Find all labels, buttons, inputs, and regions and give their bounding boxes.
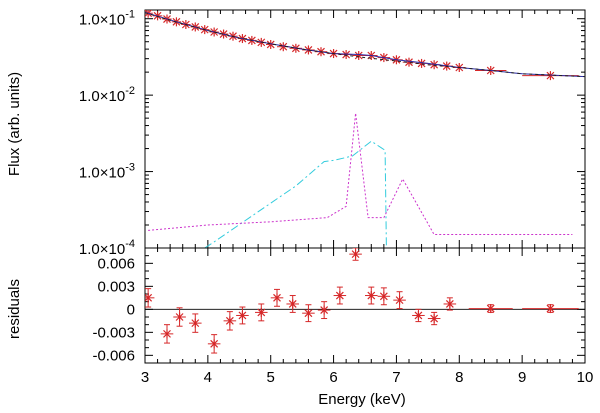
residuals-y-tick-label: -0.003: [92, 324, 135, 341]
data-point: [335, 291, 344, 301]
data-point: [379, 291, 388, 301]
data-point: [546, 71, 555, 81]
residuals-frame: [144, 247, 586, 364]
data-point: [238, 310, 247, 320]
data-point: [414, 310, 423, 320]
x-tick-label: 3: [141, 369, 149, 386]
data-point: [279, 42, 288, 52]
x-tick-label: 4: [204, 369, 212, 386]
residuals-y-axis-label: residuals: [6, 279, 23, 339]
line-component-line: [148, 113, 573, 235]
data-point: [405, 57, 413, 67]
data-point: [546, 304, 555, 314]
data-point: [430, 314, 439, 324]
data-point: [445, 299, 454, 309]
data-point: [145, 293, 153, 303]
data-point: [273, 293, 281, 303]
continuum-component-line: [145, 12, 585, 78]
x-tick-label: 8: [455, 369, 463, 386]
flux-y-tick-label: 1.0×10-1: [79, 9, 135, 29]
data-point: [191, 318, 200, 328]
data-point: [354, 51, 363, 61]
edge-component-line: [204, 140, 387, 248]
x-tick-label: 9: [518, 369, 526, 386]
data-point: [417, 58, 426, 68]
data-point: [266, 39, 275, 49]
data-point: [163, 329, 171, 339]
x-tick-label: 7: [392, 369, 400, 386]
residuals-y-tick-label: 0.006: [97, 255, 135, 272]
x-axis-label: Energy (keV): [318, 391, 406, 408]
flux-series: [145, 10, 585, 248]
flux-panel: 1.0×10-1 1.0×10-2 1.0×10-3 1.0×10-4: [79, 9, 586, 258]
data-point: [175, 312, 184, 322]
data-point: [210, 339, 219, 349]
flux-y-axis-label: Flux (arb. units): [6, 72, 23, 176]
residuals-y-tick-label: 0.003: [97, 278, 135, 295]
flux-y-tick-label: 1.0×10-4: [79, 238, 135, 258]
residuals-panel: 3 4 5 6 7 8 9 10 0.006 0.003 0 -0.003 -0.006: [92, 247, 594, 386]
total-model-line: [145, 11, 585, 78]
data-point: [486, 304, 495, 314]
residuals-y-tick-label: 0: [127, 301, 135, 318]
data-point: [367, 291, 376, 301]
flux-frame: [144, 9, 586, 249]
data-point: [351, 249, 360, 259]
flux-y-tick-label: 1.0×10-2: [79, 85, 135, 105]
data-point: [288, 299, 297, 309]
data-point: [320, 305, 329, 315]
flux-y-tick-label: 1.0×10-3: [79, 162, 135, 182]
residuals-y-tick-label: -0.006: [92, 347, 135, 364]
data-point: [304, 308, 313, 318]
x-tick-label: 5: [267, 369, 275, 386]
x-tick-label: 6: [329, 369, 337, 386]
x-tick-label: 10: [577, 369, 594, 386]
data-point: [225, 316, 234, 326]
residuals-series: [145, 248, 579, 354]
data-point: [257, 307, 266, 317]
data-point: [395, 295, 404, 305]
data-point: [430, 60, 439, 70]
